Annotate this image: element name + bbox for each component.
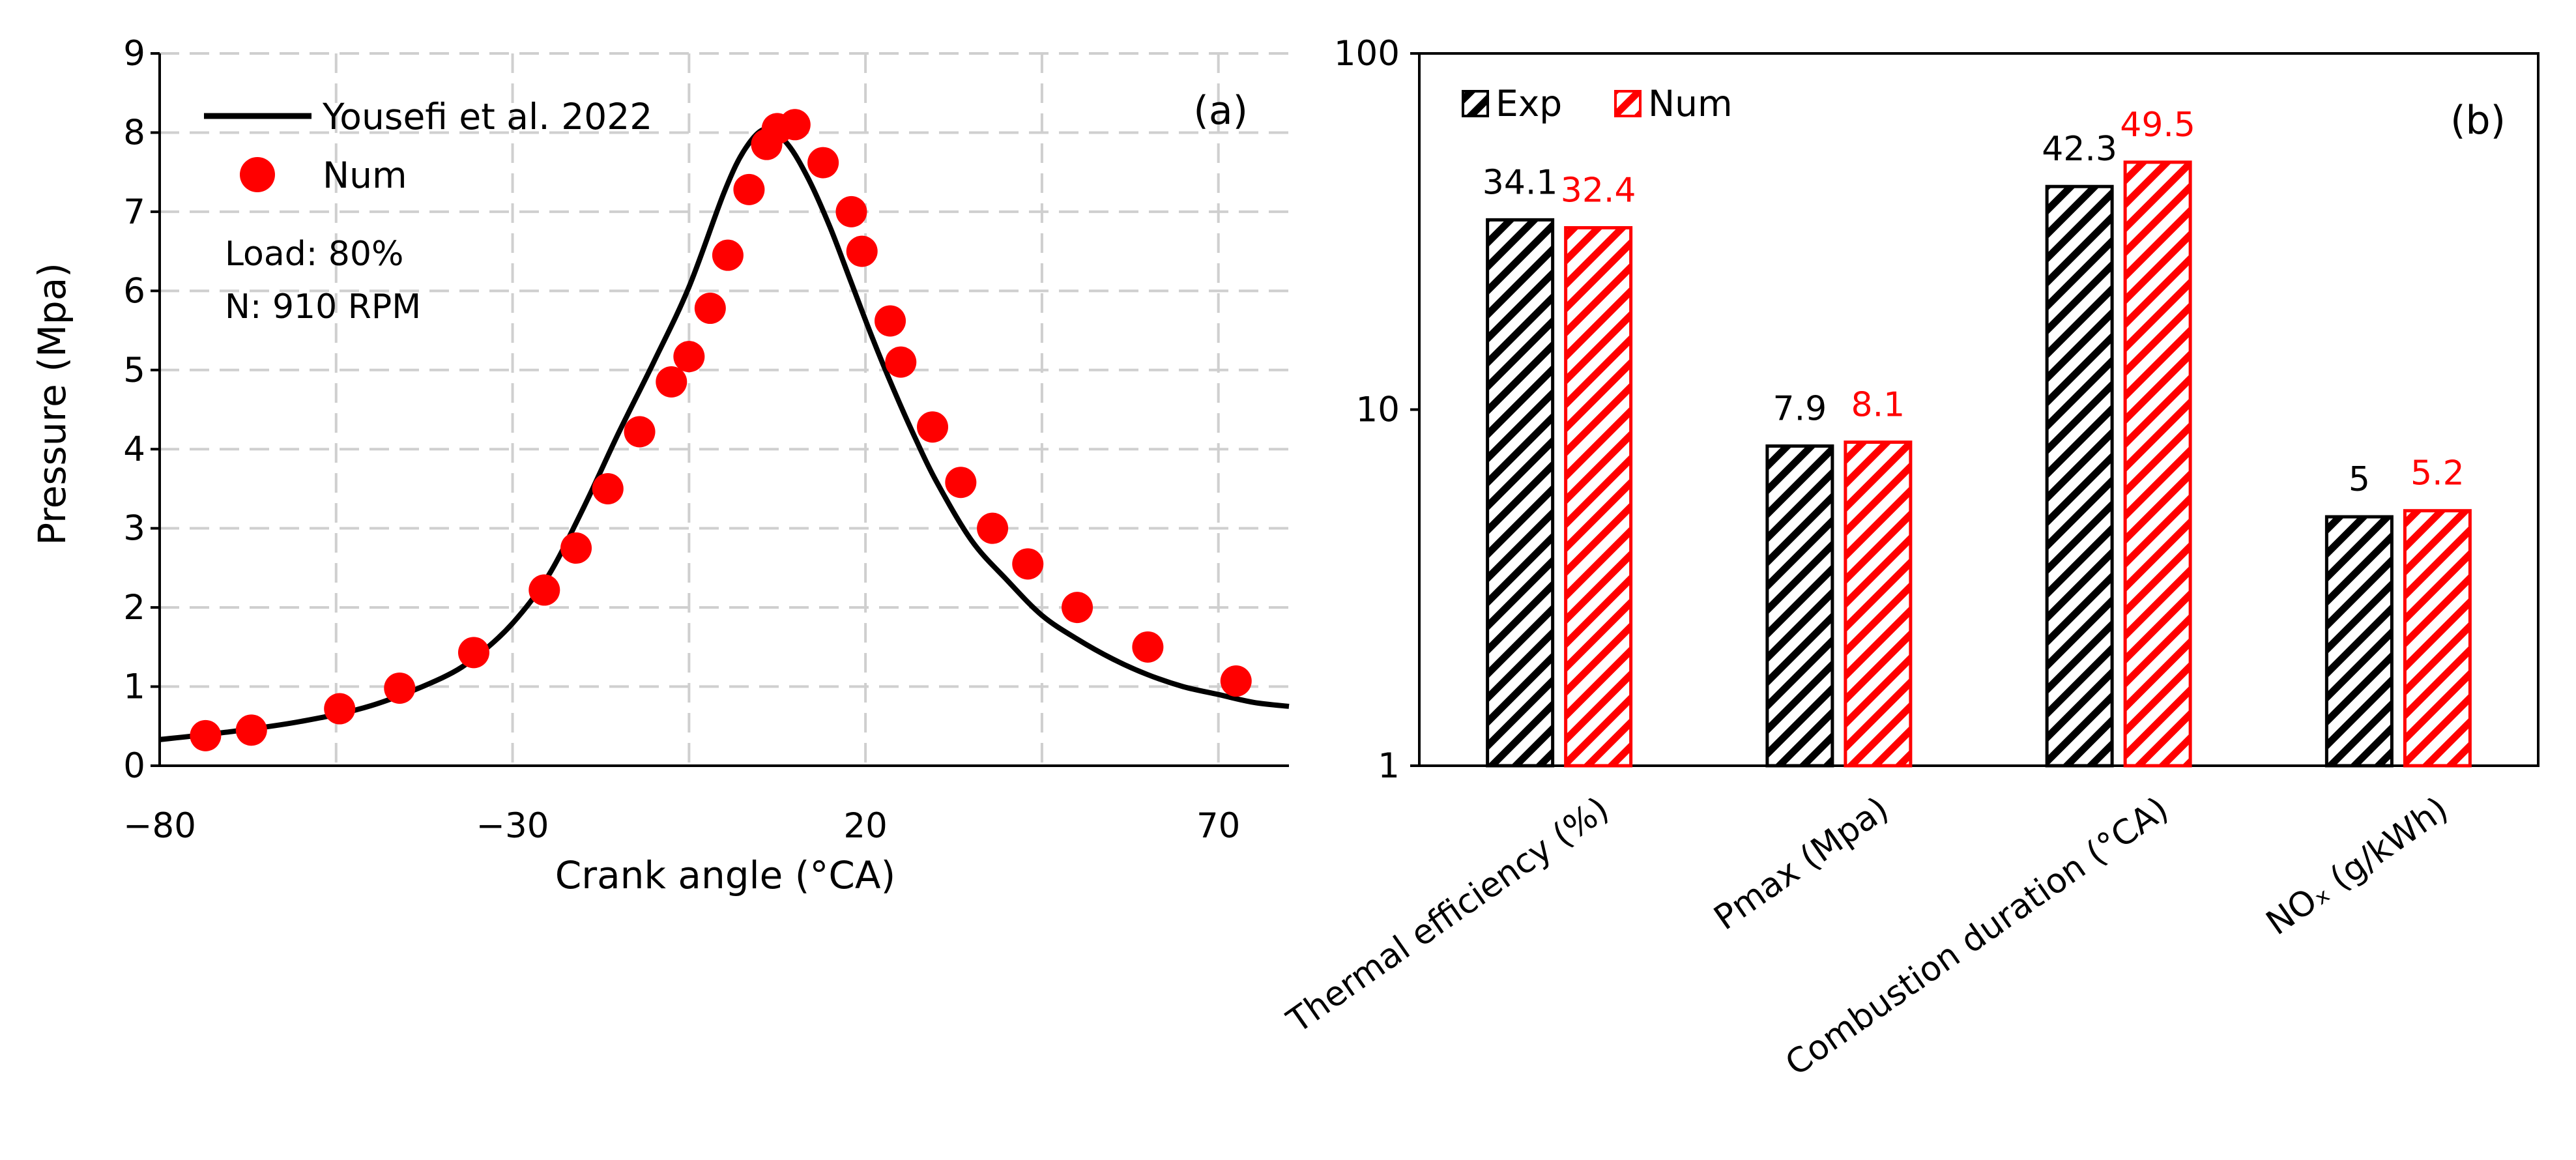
y-tick-label: 6	[123, 271, 145, 311]
y-tick-label: 5	[123, 351, 145, 390]
value-label-num: 32.4	[1561, 171, 1636, 210]
category-label: Thermal efficiency (%)	[1280, 789, 1616, 1041]
data-point	[807, 147, 839, 179]
value-label-exp: 5	[2349, 460, 2370, 499]
data-point	[673, 341, 705, 373]
data-point	[733, 173, 765, 205]
chart-b: 1 10 100 34.1 32.4 7.9 8.1 42.349.5 5 5.2 Therma…	[1280, 34, 2540, 1084]
data-point	[885, 346, 917, 378]
chart-a-x-tick-labels: −80 −30 20 70	[123, 806, 1240, 846]
bar-exp	[1486, 218, 1555, 768]
data-point	[694, 293, 726, 325]
x-tick-label: 20	[843, 806, 887, 846]
chart-b-legend: Exp Num	[1462, 83, 1733, 124]
value-label-exp: 7.9	[1773, 389, 1827, 428]
legend-label-num-b: Num	[1648, 83, 1733, 124]
data-point	[324, 693, 356, 725]
data-point	[712, 239, 744, 271]
data-point	[235, 714, 267, 746]
data-point	[624, 416, 656, 448]
y-tick-label: 1	[123, 667, 145, 707]
chart-b-category-labels: Thermal efficiency (%) Pmax (Mpa)Combusti…	[1280, 789, 2455, 1084]
y-tick-label: 8	[123, 113, 145, 152]
legend-label-exp: Exp	[1496, 83, 1562, 124]
y-tick-label: 7	[123, 192, 145, 232]
chart-a-series-points	[190, 109, 1252, 751]
data-point	[846, 235, 878, 267]
chart-a-gridlines	[160, 52, 1289, 766]
bar-exp	[2324, 515, 2394, 768]
chart-a-x-axis-title: Crank angle (°CA)	[555, 853, 895, 897]
y-tick-label: 1	[1378, 746, 1400, 786]
data-point	[457, 637, 489, 669]
x-tick-label: 70	[1196, 806, 1240, 846]
data-point	[1220, 665, 1252, 697]
data-point	[917, 411, 949, 443]
annotation-speed: N: 910 RPM	[225, 287, 421, 326]
category-label: Pmax (Mpa)	[1707, 789, 1896, 938]
data-point	[1132, 631, 1164, 663]
data-point	[1062, 592, 1093, 624]
legend-marker-num	[240, 157, 275, 192]
annotation-load: Load: 80%	[225, 235, 403, 274]
chart-b-y-tick-labels: 1 10 100	[1334, 34, 1400, 786]
value-label-num: 8.1	[1851, 386, 1905, 425]
chart-b-bars	[1486, 160, 2472, 768]
legend-swatch-num	[1614, 90, 1642, 117]
legend-label-num: Num	[323, 154, 407, 196]
bar-num	[2403, 509, 2472, 768]
y-tick-label: 10	[1356, 390, 1400, 430]
y-tick-label: 100	[1334, 34, 1400, 74]
bar-num	[1564, 225, 1633, 768]
value-label-exp: 42.3	[2042, 130, 2117, 169]
bar-num	[2123, 160, 2192, 768]
legend-label-yousefi: Yousefi et al. 2022	[322, 96, 652, 138]
value-label-num: 49.5	[2120, 106, 2195, 145]
data-point	[779, 109, 811, 141]
x-tick-label: −30	[476, 806, 549, 846]
chart-a-series-line	[159, 126, 1290, 742]
data-point	[384, 672, 416, 704]
y-tick-label: 2	[123, 588, 145, 628]
chart-b-panel-label: (b)	[2450, 98, 2506, 143]
x-tick-label: −80	[123, 806, 196, 846]
data-point	[945, 467, 977, 499]
value-label-exp: 34.1	[1483, 163, 1558, 202]
data-point	[656, 366, 687, 398]
data-point	[592, 472, 624, 504]
chart-a-legend: Yousefi et al. 2022 Num	[204, 96, 652, 196]
category-label: NOₓ (g/kWh)	[2259, 789, 2455, 943]
value-label-num: 5.2	[2410, 454, 2465, 493]
legend-swatch-exp	[1462, 90, 1489, 117]
data-point	[1012, 548, 1044, 580]
chart-b-axes	[1410, 52, 2540, 767]
bar-exp	[2045, 184, 2114, 768]
chart-a-panel-label: (a)	[1193, 88, 1248, 134]
data-point	[977, 512, 1009, 544]
y-tick-label: 9	[123, 34, 145, 74]
data-point	[835, 196, 867, 227]
bar-exp	[1765, 444, 1834, 768]
y-tick-label: 3	[123, 509, 145, 549]
chart-a-axes	[151, 52, 1289, 767]
data-point	[528, 574, 560, 606]
data-point	[875, 305, 906, 337]
bar-num	[1844, 441, 1913, 768]
chart-a-y-axis-title: Pressure (Mpa)	[30, 263, 74, 545]
y-tick-label: 4	[123, 429, 145, 469]
data-point	[560, 532, 592, 564]
chart-a-y-tick-labels: 0 1 2 3 4 5 6 7 8 9	[123, 34, 145, 786]
chart-b-value-labels: 34.1 32.4 7.9 8.1 42.349.5 5 5.2	[1483, 106, 2465, 499]
y-tick-label: 0	[123, 746, 145, 786]
data-point	[190, 719, 222, 751]
